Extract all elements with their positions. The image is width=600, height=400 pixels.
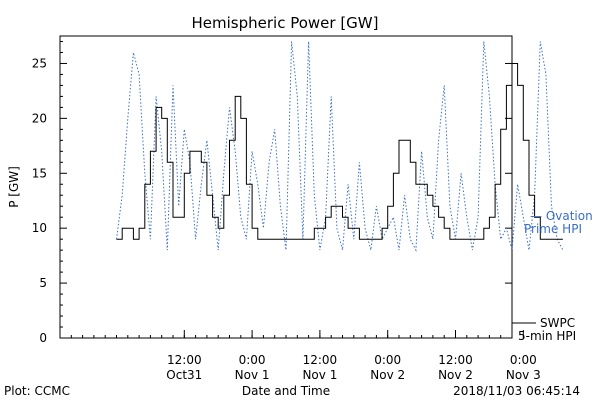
x-tick-label-time: 0:00 (510, 353, 537, 367)
y-tick-label: 20 (32, 111, 47, 125)
x-axis-label: Date and Time (242, 384, 330, 398)
swpc-hpi-line (116, 63, 563, 240)
x-tick-label-time: 12:00 (438, 353, 473, 367)
y-tick-label: 25 (32, 56, 47, 70)
x-tick-label-date: Nov 2 (370, 368, 405, 382)
y-tick-label: 5 (39, 276, 47, 290)
legend-swpc-line2: 5-min HPI (518, 329, 576, 343)
y-axis-label: P [GW] (7, 166, 21, 208)
y-tick-label: 10 (32, 221, 47, 235)
y-tick-label: 15 (32, 166, 47, 180)
x-tick-label-time: 12:00 (303, 353, 338, 367)
legend-ovation-line2: Prime HPI (524, 222, 582, 236)
x-tick-label-date: Nov 1 (302, 368, 337, 382)
x-tick-label-date: Nov 3 (506, 368, 541, 382)
x-tick-label-date: Nov 1 (235, 368, 270, 382)
x-tick-label-date: Oct31 (166, 368, 202, 382)
plot-frame (59, 35, 513, 339)
y-axis: 0 5 10 15 20 25 (32, 40, 512, 345)
footer-right: 2018/11/03 06:45:14 (453, 384, 580, 398)
x-tick-label-date: Nov 2 (438, 368, 473, 382)
x-tick-label-time: 0:00 (239, 353, 266, 367)
series-layer (116, 41, 564, 252)
legend-ovation-line1: — Ovation (530, 209, 593, 223)
legend-swpc-line1: SWPC (540, 316, 575, 330)
x-tick-label-time: 12:00 (167, 353, 202, 367)
ovation-prime-hpi-line (116, 41, 564, 252)
x-tick-label-time: 0:00 (374, 353, 401, 367)
chart-title: Hemispheric Power [GW] (192, 14, 379, 32)
footer-left: Plot: CCMC (4, 384, 70, 398)
y-tick-label: 0 (39, 331, 47, 345)
